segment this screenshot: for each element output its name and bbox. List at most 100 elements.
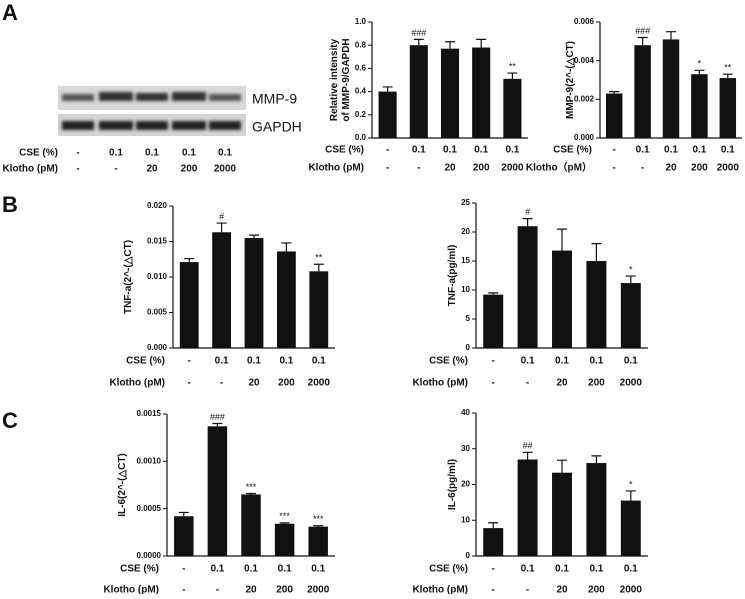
row-value: 20 xyxy=(248,378,260,389)
row-value: 20 xyxy=(245,585,257,594)
annotation: * xyxy=(629,264,633,274)
row-value: - xyxy=(492,378,495,389)
bar xyxy=(308,526,328,556)
error-bar xyxy=(382,86,393,92)
row-value: 0.1 xyxy=(244,564,258,575)
y-axis-label: TNF-a(2^-(△CT) xyxy=(123,240,134,314)
row-value: - xyxy=(386,163,389,174)
row-value: 0.1 xyxy=(109,148,123,159)
row-value: 2000 xyxy=(307,585,330,594)
y-tick-label: 0.010 xyxy=(147,272,168,281)
bar xyxy=(586,463,607,556)
row-value: 0.1 xyxy=(145,148,159,159)
bar xyxy=(179,262,199,348)
error-bar xyxy=(445,41,455,49)
row-label: CSE (%) xyxy=(553,145,592,156)
annotation: # xyxy=(525,207,530,217)
row-value: - xyxy=(613,145,616,156)
row-value: 0.1 xyxy=(721,145,735,156)
annotation: ** xyxy=(315,253,323,263)
row-value: 200 xyxy=(276,585,293,594)
row-label: Klotho（pM） xyxy=(526,161,592,174)
bar xyxy=(274,523,295,556)
row-label: Klotho (pM) xyxy=(103,585,159,594)
y-axis-label: IL-6(2^-(△CT) xyxy=(117,453,128,517)
y-tick-label: 10 xyxy=(461,285,470,294)
bar xyxy=(483,294,504,348)
row-value: 0.1 xyxy=(215,356,229,367)
error-bar xyxy=(522,218,533,227)
bar xyxy=(409,45,428,139)
row-value: 0.1 xyxy=(210,564,224,575)
western-blot: MMP-9 GAPDH xyxy=(58,86,302,136)
bar xyxy=(212,232,231,348)
y-tick-label: 25 xyxy=(461,198,470,207)
y-tick-label: 0.8 xyxy=(355,40,367,49)
row-value: 0.1 xyxy=(218,148,232,159)
bar xyxy=(719,78,737,138)
row-value: 0.1 xyxy=(555,356,569,367)
y-tick-label: 0.000 xyxy=(147,343,168,352)
bar xyxy=(378,91,397,138)
error-bar xyxy=(413,38,424,46)
row-value: 0.1 xyxy=(312,356,326,367)
row-value: 200 xyxy=(473,163,490,174)
annotation: * xyxy=(698,59,702,69)
y-tick-label: 30 xyxy=(461,444,470,453)
bar xyxy=(517,226,538,348)
row-value: 0.1 xyxy=(474,145,488,156)
row-value: - xyxy=(526,585,529,594)
error-bar xyxy=(666,31,676,40)
bar xyxy=(517,459,538,556)
bar xyxy=(552,472,572,556)
row-value: 20 xyxy=(665,163,677,174)
row-value: 0.1 xyxy=(278,564,292,575)
row-value: 200 xyxy=(181,164,198,175)
y-tick-label: 0.015 xyxy=(147,237,168,246)
bar xyxy=(552,250,572,348)
annotation: ### xyxy=(635,26,650,36)
row-value: 0.1 xyxy=(443,145,457,156)
bar xyxy=(174,516,194,556)
y-tick-label: 0.2 xyxy=(355,110,367,119)
y-tick-label: 0.0005 xyxy=(137,504,162,513)
error-bar xyxy=(216,222,227,233)
error-bar xyxy=(249,234,259,238)
row-label: CSE (%) xyxy=(19,148,58,159)
bar xyxy=(207,426,228,556)
row-value: 0.1 xyxy=(589,564,603,575)
y-tick-label: 0 xyxy=(466,551,471,560)
y-tick-label: 0.0 xyxy=(355,133,367,142)
row-value: 20 xyxy=(444,163,456,174)
annotation: ### xyxy=(411,28,426,38)
row-value: 200 xyxy=(588,378,605,389)
bar xyxy=(605,93,623,138)
row-value: 0.1 xyxy=(521,356,535,367)
row-value: 0.1 xyxy=(624,564,638,575)
bar xyxy=(586,261,607,348)
row-label: Klotho (pM) xyxy=(412,585,468,594)
row-value: - xyxy=(492,585,495,594)
bar xyxy=(472,47,491,138)
annotation: ## xyxy=(523,441,533,451)
row-value: - xyxy=(114,164,117,175)
error-bar xyxy=(178,511,189,517)
row-value: - xyxy=(492,356,495,367)
error-bar xyxy=(522,451,533,460)
row-value: 2000 xyxy=(501,163,524,174)
error-bar xyxy=(507,72,518,79)
y-tick-label: 0.6 xyxy=(355,64,367,73)
row-label: Klotho (pM) xyxy=(2,164,58,175)
error-bar xyxy=(313,525,324,527)
row-value: 0.1 xyxy=(636,145,650,156)
bar xyxy=(440,48,460,138)
row-label: Klotho (pM) xyxy=(109,378,165,389)
annotation: *** xyxy=(246,482,257,492)
bar xyxy=(309,271,329,348)
error-bar xyxy=(557,459,567,473)
error-bar xyxy=(591,455,602,464)
error-bar xyxy=(625,275,636,284)
bar xyxy=(241,494,261,556)
annotation: ** xyxy=(509,61,517,71)
error-bar xyxy=(694,69,705,75)
